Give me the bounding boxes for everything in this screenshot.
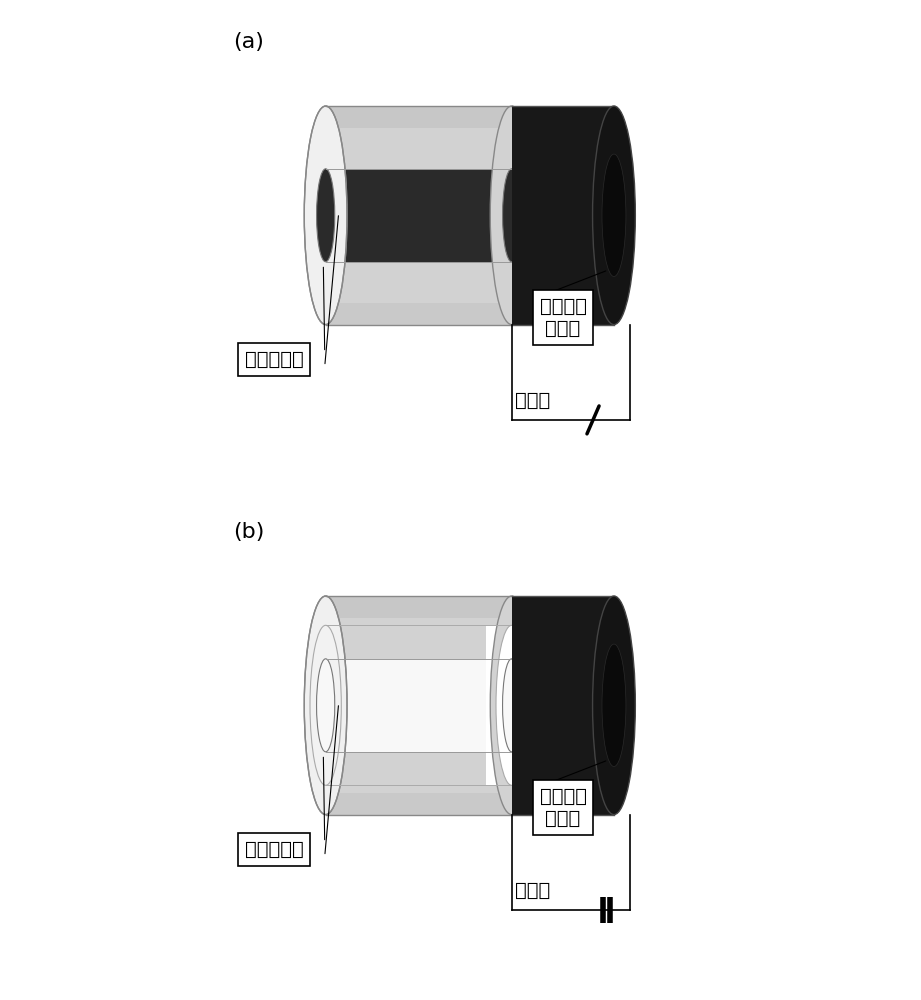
Text: 金属纳米线: 金属纳米线 bbox=[245, 350, 304, 369]
Ellipse shape bbox=[490, 596, 533, 815]
Polygon shape bbox=[512, 596, 614, 815]
Polygon shape bbox=[326, 659, 512, 752]
Text: 胆甸相液晶: 胆甸相液晶 bbox=[245, 840, 304, 859]
Polygon shape bbox=[326, 106, 512, 128]
Polygon shape bbox=[326, 596, 512, 815]
Polygon shape bbox=[326, 596, 512, 618]
Ellipse shape bbox=[317, 659, 334, 752]
Ellipse shape bbox=[602, 154, 626, 276]
Text: 黑色导电
纤维层: 黑色导电 纤维层 bbox=[540, 787, 587, 828]
Polygon shape bbox=[512, 106, 614, 325]
Ellipse shape bbox=[304, 596, 347, 815]
Ellipse shape bbox=[490, 106, 533, 325]
Ellipse shape bbox=[592, 596, 635, 815]
Polygon shape bbox=[326, 793, 512, 815]
Text: (b): (b) bbox=[234, 522, 265, 542]
Polygon shape bbox=[326, 169, 512, 262]
Text: (a): (a) bbox=[234, 32, 264, 52]
Ellipse shape bbox=[310, 625, 342, 785]
Ellipse shape bbox=[602, 644, 626, 766]
Text: 黑色导电
纤维层: 黑色导电 纤维层 bbox=[540, 297, 587, 338]
Text: 有电场: 有电场 bbox=[516, 881, 551, 900]
Ellipse shape bbox=[304, 106, 347, 325]
Ellipse shape bbox=[503, 169, 520, 262]
Ellipse shape bbox=[496, 625, 528, 785]
Polygon shape bbox=[486, 625, 512, 785]
Polygon shape bbox=[326, 106, 512, 325]
Text: 无电场: 无电场 bbox=[516, 391, 551, 410]
Ellipse shape bbox=[317, 169, 334, 262]
Ellipse shape bbox=[592, 106, 635, 325]
Polygon shape bbox=[326, 303, 512, 325]
Ellipse shape bbox=[503, 659, 520, 752]
